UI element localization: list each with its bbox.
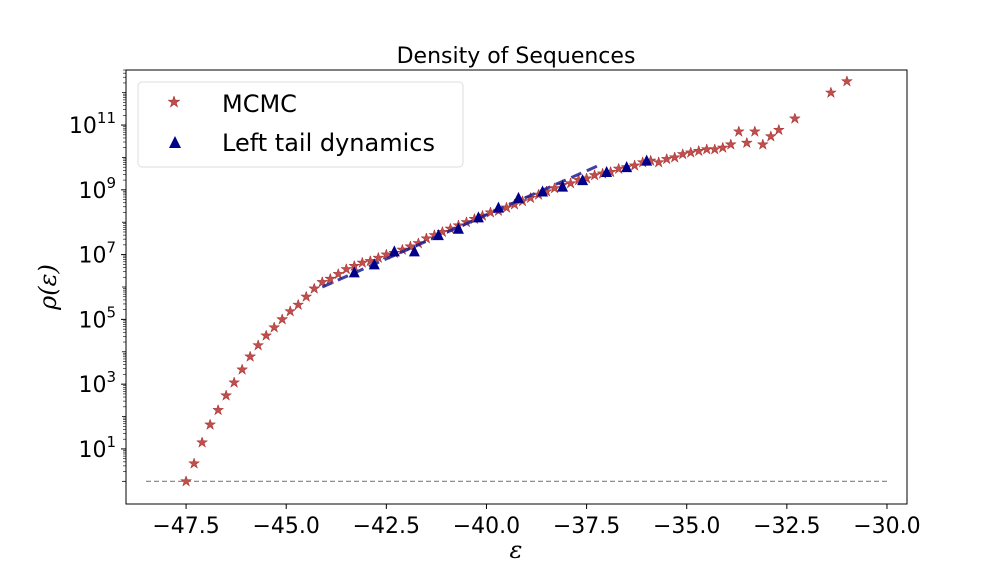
mcmc-point [309, 283, 319, 293]
left-tail-point [557, 180, 569, 192]
mcmc-point [766, 131, 776, 141]
mcmc-point [726, 139, 736, 149]
mcmc-point [702, 144, 712, 154]
mcmc-point [221, 390, 231, 400]
mcmc-point [710, 144, 720, 154]
y-tick-label: 101 [78, 433, 116, 463]
x-axis: −47.5 −45.0 −42.5 −40.0 −37.5 −35.0 −32.5 −30.0 [152, 504, 921, 539]
left-tail-point [641, 154, 653, 166]
x-tick-label: −35.0 [653, 514, 720, 539]
left-tail-point [452, 222, 464, 234]
mcmc-point [685, 147, 695, 157]
y-axis-label: ρ(ε) [34, 264, 62, 311]
y-tick-label: 1011 [69, 109, 116, 139]
left-tail-point [368, 258, 380, 270]
x-tick-label: −32.5 [753, 514, 820, 539]
x-tick-label: −42.5 [353, 514, 420, 539]
y-axis: 101 103 105 107 109 1011 [69, 69, 126, 482]
mcmc-point [742, 137, 752, 147]
legend-box [137, 81, 464, 168]
left-tail-point [348, 266, 360, 278]
mcmc-point [589, 170, 599, 180]
mcmc-point [826, 87, 836, 97]
mcmc-point [750, 126, 760, 136]
mcmc-point [357, 257, 367, 267]
left-tail-point [408, 245, 420, 257]
mcmc-point [261, 330, 271, 340]
left-tail-point [432, 229, 444, 241]
left-tail-point [492, 201, 504, 213]
mcmc-point [774, 124, 784, 134]
left-tail-point [537, 185, 549, 197]
mcmc-point [677, 149, 687, 159]
mcmc-point [229, 377, 239, 387]
mcmc-point [790, 113, 800, 123]
mcmc-point [694, 145, 704, 155]
left-tail-point [577, 174, 589, 186]
left-tail-point [601, 166, 613, 178]
chart-title: Density of Sequences [397, 44, 636, 69]
left-tail-point [621, 161, 633, 173]
mcmc-point [245, 351, 255, 361]
mcmc-point [197, 437, 207, 447]
mcmc-point [661, 154, 671, 164]
mcmc-point [277, 314, 287, 324]
mcmc-point [301, 291, 311, 301]
legend: MCMC Left tail dynamics [137, 81, 464, 168]
mcmc-point [181, 476, 191, 486]
mcmc-point [285, 306, 295, 316]
x-tick-label: −45.0 [252, 514, 319, 539]
legend-label-mcmc: MCMC [222, 90, 297, 118]
mcmc-point [293, 299, 303, 309]
y-tick-label: 107 [78, 239, 116, 269]
x-axis-label: ε [510, 536, 523, 564]
legend-triangle-marker [169, 136, 181, 148]
left-tail-point [388, 245, 400, 257]
mcmc-point [842, 76, 852, 86]
x-tick-label: −40.0 [453, 514, 520, 539]
y-tick-label: 109 [78, 174, 116, 204]
mcmc-point [253, 340, 263, 350]
y-tick-label: 105 [78, 303, 116, 333]
x-tick-label: −47.5 [152, 514, 219, 539]
left-tail-point [513, 191, 525, 203]
mcmc-point [269, 322, 279, 332]
mcmc-point [205, 419, 215, 429]
mcmc-point [189, 458, 199, 468]
x-tick-label: −37.5 [553, 514, 620, 539]
x-tick-label: −30.0 [853, 514, 920, 539]
left-tail-point [472, 211, 484, 223]
mcmc-point [213, 405, 223, 415]
y-tick-label: 103 [78, 368, 116, 398]
mcmc-point [758, 139, 768, 149]
legend-label-left-tail: Left tail dynamics [222, 129, 435, 157]
mcmc-point [237, 364, 247, 374]
mcmc-point [734, 126, 744, 136]
